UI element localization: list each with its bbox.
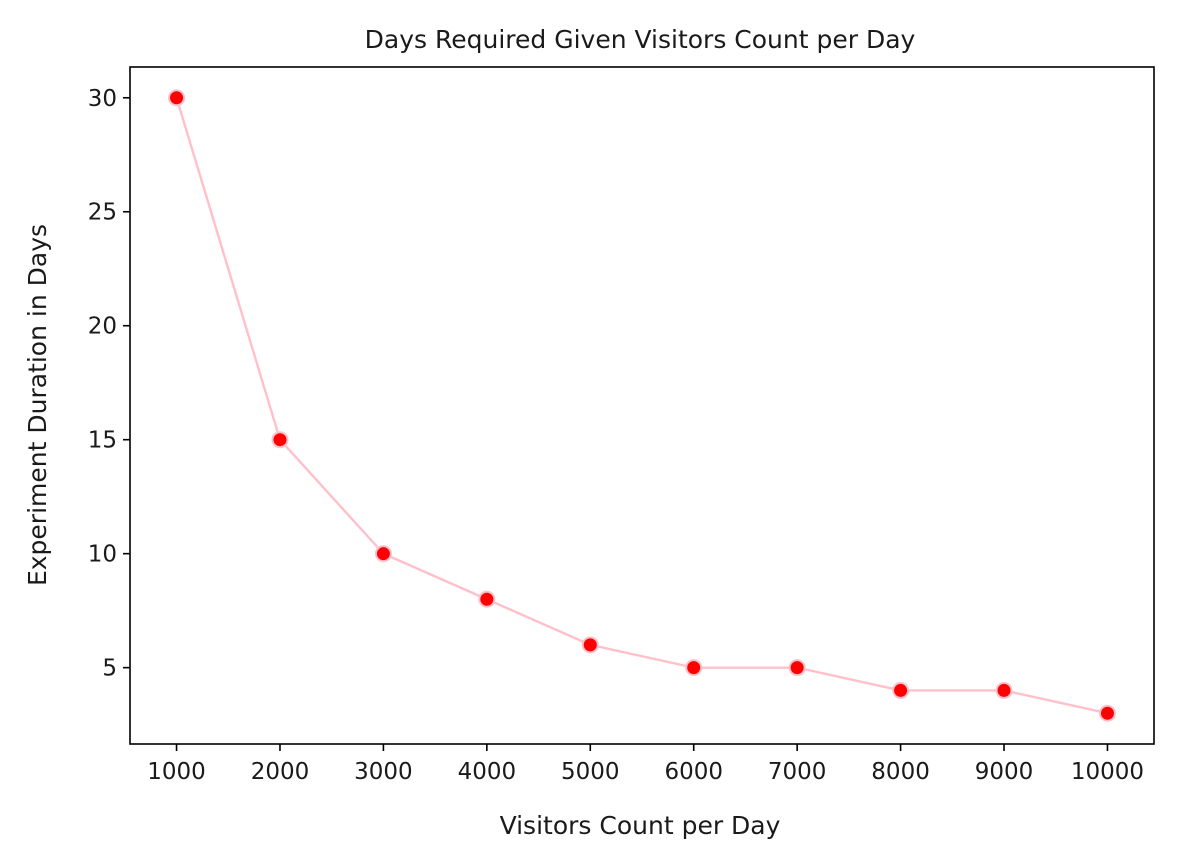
data-point xyxy=(478,590,496,608)
y-axis-label: Experiment Duration in Days xyxy=(23,224,52,586)
data-point xyxy=(685,659,703,677)
x-tick-label: 3000 xyxy=(354,759,413,785)
y-tick-label: 25 xyxy=(88,200,117,226)
data-point xyxy=(168,89,186,107)
series-line xyxy=(175,97,1108,715)
y-tick-label: 20 xyxy=(88,314,117,340)
x-tick-label: 4000 xyxy=(458,759,517,785)
y-tick-label: 15 xyxy=(88,428,117,454)
plot-area xyxy=(168,89,1116,722)
y-tick-label: 5 xyxy=(102,656,117,682)
x-tick-label: 10000 xyxy=(1071,759,1144,785)
x-axis-label: Visitors Count per Day xyxy=(500,811,781,840)
y-tick-label: 10 xyxy=(88,542,117,568)
x-tick-label: 8000 xyxy=(871,759,930,785)
x-tick-label: 9000 xyxy=(975,759,1034,785)
x-axis-ticks: 1000 2000 3000 4000 5000 6000 7000 8000 9000 1000… xyxy=(147,744,1144,785)
data-point xyxy=(581,636,599,654)
x-tick-label: 7000 xyxy=(768,759,827,785)
chart-title: Days Required Given Visitors Count per D… xyxy=(365,25,916,54)
axes-frame xyxy=(129,66,1155,745)
y-axis-ticks: 5 10 15 20 25 30 xyxy=(88,86,130,682)
x-tick-label: 6000 xyxy=(664,759,723,785)
data-point xyxy=(892,681,910,699)
x-tick-label: 2000 xyxy=(251,759,310,785)
data-point xyxy=(1098,704,1116,722)
x-tick-label: 1000 xyxy=(147,759,206,785)
data-point xyxy=(788,659,806,677)
data-point xyxy=(995,681,1013,699)
y-tick-label: 30 xyxy=(88,86,117,112)
x-tick-label: 5000 xyxy=(561,759,620,785)
data-point xyxy=(374,545,392,563)
data-point xyxy=(271,431,289,449)
